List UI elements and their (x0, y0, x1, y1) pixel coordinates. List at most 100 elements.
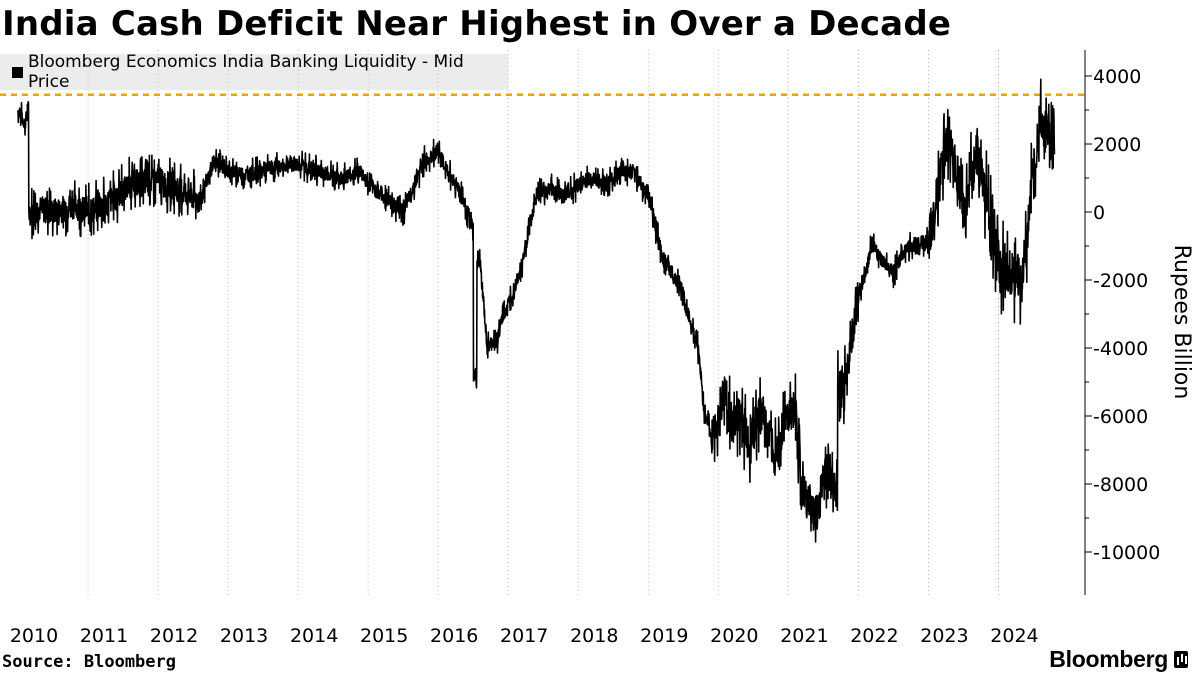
data-point-71 (881, 262, 884, 265)
x-tick-label-2014: 2014 (290, 625, 338, 647)
data-point-40 (591, 177, 594, 180)
data-point-9 (129, 183, 132, 186)
data-point-17 (297, 163, 300, 166)
data-point-46 (675, 279, 678, 282)
y-tick-label--6000: -6000 (1093, 406, 1148, 428)
data-point-64 (829, 466, 832, 469)
data-point-56 (752, 432, 755, 435)
legend-swatch (12, 66, 23, 78)
data-point-23 (402, 211, 405, 214)
data-point-83 (1021, 279, 1024, 282)
x-tick-label-2018: 2018 (570, 625, 618, 647)
data-point-72 (892, 272, 895, 275)
data-point-50 (710, 435, 713, 438)
data-point-53 (731, 425, 734, 428)
y-tick-label-2000: 2000 (1093, 134, 1141, 156)
data-point-82 (1011, 272, 1014, 275)
y-tick-label--10000: -10000 (1093, 542, 1160, 564)
y-tick-label--2000: -2000 (1093, 270, 1148, 292)
y-tick-label--4000: -4000 (1093, 338, 1148, 360)
data-point-41 (605, 183, 608, 186)
data-point-24 (423, 160, 426, 163)
data-point-52 (724, 387, 727, 390)
data-point-62 (815, 517, 818, 520)
data-point-2 (27, 105, 30, 108)
data-point-78 (962, 207, 965, 210)
data-point-25 (437, 149, 440, 152)
data-point-80 (983, 187, 986, 190)
source-note: Source: Bloomberg (2, 652, 176, 672)
data-point-86 (1039, 115, 1042, 118)
x-tick-label-2020: 2020 (710, 625, 758, 647)
y-tick-label--8000: -8000 (1093, 474, 1148, 496)
data-point-26 (444, 166, 447, 169)
data-point-0 (17, 109, 20, 112)
data-point-48 (696, 340, 699, 343)
data-point-30 (479, 262, 482, 265)
data-point-43 (633, 173, 636, 176)
data-point-42 (619, 170, 622, 173)
y-tick-label-0: 0 (1093, 202, 1105, 224)
data-point-39 (577, 183, 580, 186)
x-tick-label-2016: 2016 (430, 625, 478, 647)
data-point-35 (521, 262, 524, 265)
x-tick-label-2021: 2021 (780, 625, 828, 647)
data-point-28 (472, 228, 475, 231)
data-point-20 (360, 170, 363, 173)
data-point-16 (269, 166, 272, 169)
series-line-banking-liquidity (17, 78, 1056, 543)
bloomberg-terminal-icon (1174, 651, 1188, 668)
data-point-85 (1032, 173, 1035, 176)
x-tick-label-2024: 2024 (990, 625, 1038, 647)
x-tick-label-2010: 2010 (10, 625, 58, 647)
brand-name: Bloomberg (1049, 646, 1168, 672)
data-point-81 (997, 262, 1000, 265)
x-tick-label-2023: 2023 (920, 625, 968, 647)
bloomberg-logo: Bloomberg (1049, 646, 1188, 673)
data-point-4 (38, 207, 41, 210)
data-point-87 (1046, 136, 1049, 139)
data-point-49 (703, 408, 706, 411)
data-point-21 (367, 183, 370, 186)
data-point-7 (87, 211, 90, 214)
data-point-63 (822, 476, 825, 479)
data-point-57 (759, 411, 762, 414)
data-point-60 (794, 408, 797, 411)
data-point-61 (801, 493, 804, 496)
data-point-8 (108, 200, 111, 203)
legend-label: Bloomberg Economics India Banking Liquid… (27, 52, 464, 92)
data-point-54 (738, 415, 741, 418)
x-tick-label-2015: 2015 (360, 625, 408, 647)
data-point-36 (535, 194, 538, 197)
data-point-84 (1028, 200, 1031, 203)
data-point-77 (948, 132, 951, 135)
data-point-70 (871, 241, 874, 244)
x-tick-label-2011: 2011 (80, 625, 128, 647)
data-point-65 (836, 493, 839, 496)
data-point-55 (748, 445, 751, 448)
data-point-45 (661, 255, 664, 258)
x-tick-label-2013: 2013 (220, 625, 268, 647)
data-point-34 (507, 302, 510, 305)
data-point-37 (549, 187, 552, 190)
data-point-44 (647, 194, 650, 197)
data-point-88 (1053, 153, 1056, 156)
data-point-12 (199, 200, 202, 203)
data-point-47 (685, 309, 688, 312)
data-point-69 (864, 272, 867, 275)
data-point-38 (563, 194, 566, 197)
data-point-68 (857, 292, 860, 295)
data-point-67 (850, 336, 853, 339)
x-tick-label-2019: 2019 (640, 625, 688, 647)
y-axis-title: Rupees Billion (1169, 245, 1194, 400)
chart-legend: Bloomberg Economics India Banking Liquid… (0, 52, 508, 92)
x-tick-label-2012: 2012 (150, 625, 198, 647)
data-point-13 (213, 160, 216, 163)
data-point-14 (227, 170, 230, 173)
data-point-31 (486, 347, 489, 350)
data-point-58 (773, 449, 776, 452)
x-tick-label-2022: 2022 (850, 625, 898, 647)
data-point-66 (843, 387, 846, 390)
data-point-29 (475, 374, 478, 377)
